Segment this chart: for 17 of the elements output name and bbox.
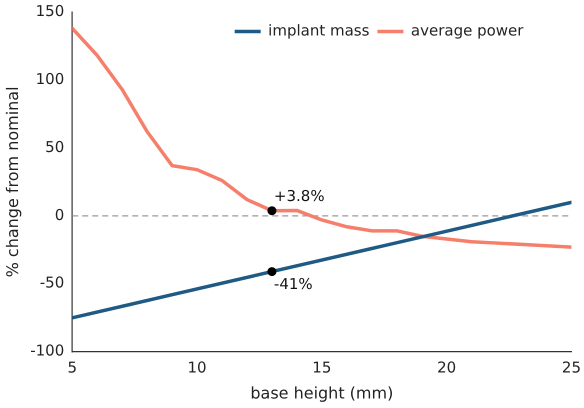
legend-label: average power [410, 21, 524, 40]
x-tick-label: 5 [67, 358, 78, 377]
x-tick-label: 15 [312, 358, 332, 377]
x-axis-title: base height (mm) [250, 384, 394, 403]
legend-label: implant mass [268, 21, 370, 40]
y-tick-label: 150 [36, 2, 64, 20]
x-tick-label: 25 [562, 358, 582, 377]
x-tick-label: 20 [437, 358, 456, 377]
y-axis-title: % change from nominal [2, 86, 22, 278]
y-tick-label: 50 [45, 138, 64, 156]
annotation: -41% [274, 275, 313, 293]
x-tick-label: 10 [188, 358, 207, 377]
annotation: +3.8% [274, 187, 325, 206]
y-tick-label: -50 [40, 274, 64, 292]
y-tick-label: 100 [36, 70, 64, 88]
y-tick-label: 0 [54, 206, 64, 224]
y-tick-label: -100 [30, 342, 64, 360]
